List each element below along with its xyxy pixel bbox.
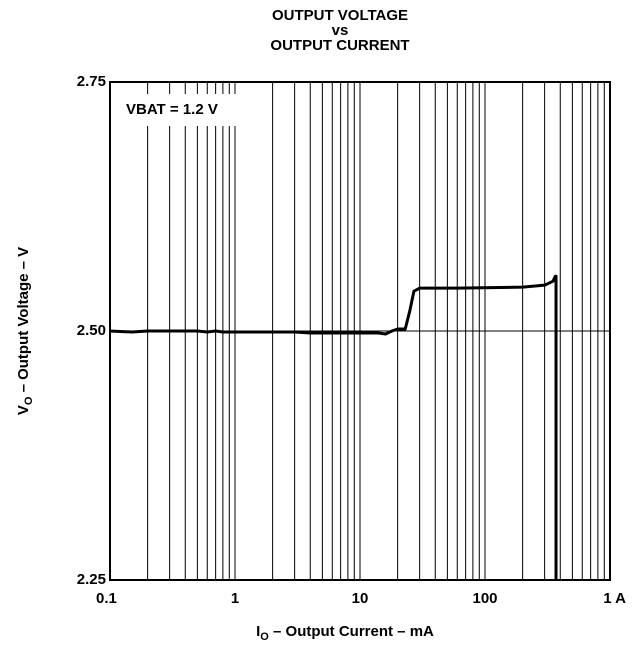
- y-tick-label: 2.50: [77, 322, 106, 339]
- data-line: [109, 274, 558, 580]
- chart-title: OUTPUT CURRENT: [270, 37, 409, 54]
- x-tick-label: 1 A: [603, 590, 626, 607]
- annotation-box: [114, 94, 269, 126]
- x-tick-label: 0.1: [96, 590, 117, 607]
- x-axis-label: IO – Output Current – mA: [256, 623, 434, 643]
- chart-title: OUTPUT VOLTAGE: [272, 7, 408, 24]
- chart-title: vs: [332, 22, 349, 39]
- y-tick-label: 2.25: [77, 571, 106, 588]
- x-tick-label: 1: [231, 590, 239, 607]
- x-tick-label: 100: [472, 590, 497, 607]
- y-axis-label: VO – Output Voltage – V: [15, 247, 35, 415]
- x-tick-label: 10: [352, 590, 369, 607]
- annotation: VBAT = 1.2 V: [126, 101, 218, 118]
- y-tick-label: 2.75: [77, 73, 106, 90]
